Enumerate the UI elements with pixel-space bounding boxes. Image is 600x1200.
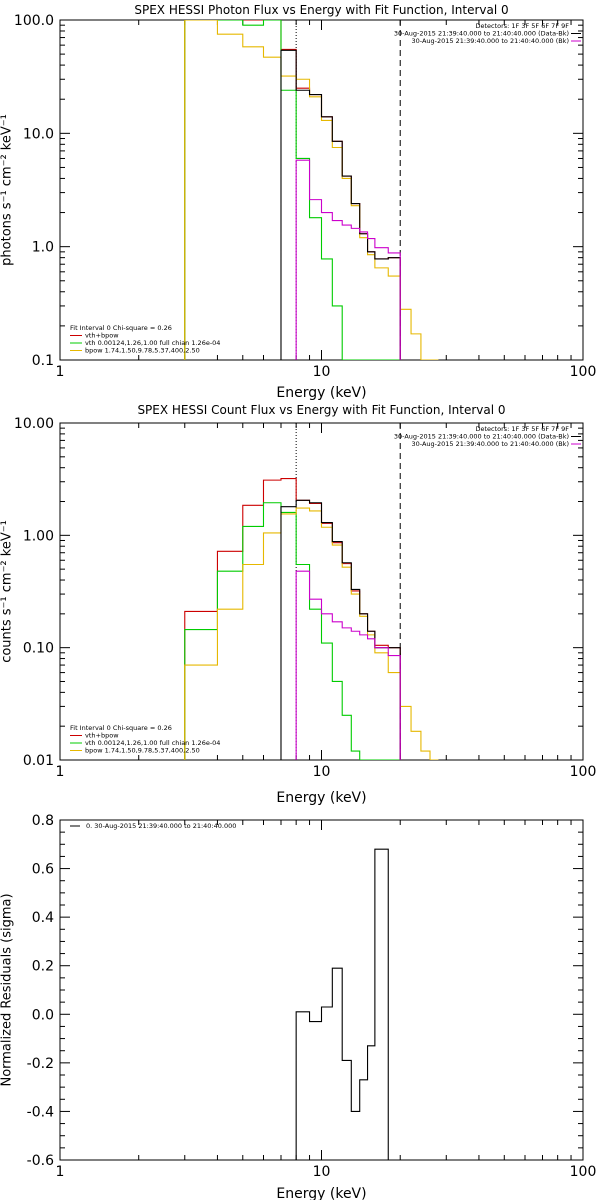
y-axis-label: Normalized Residuals (sigma) <box>0 893 15 1086</box>
chart-title: SPEX HESSI Count Flux vs Energy with Fit… <box>137 403 505 417</box>
y-axis-label: photons s⁻¹ cm⁻² keV⁻¹ <box>0 114 15 266</box>
legend-text: Detectors: 1F 3F 5F 6F 7F 9F <box>475 22 569 30</box>
x-axis-label: Energy (keV) <box>276 790 366 806</box>
legend-text: bpow 1.74,1.50,9.78,5.37,400,2.50 <box>85 347 200 355</box>
y-tick-label: -0.2 <box>27 1056 54 1072</box>
y-tick-label: 1.0 <box>32 240 54 256</box>
legend-text: 30-Aug-2015 21:39:40.000 to 21:40:40.000… <box>394 433 569 441</box>
x-tick-label: 1 <box>56 764 65 780</box>
x-axis-label: Energy (keV) <box>276 385 366 401</box>
x-tick-label: 10 <box>313 1164 331 1180</box>
series-bk <box>295 159 401 360</box>
y-tick-label: 10.00 <box>14 416 54 432</box>
y-tick-label: 1.00 <box>23 528 54 544</box>
series-data <box>280 49 401 360</box>
y-tick-label: 0.0 <box>32 1007 54 1023</box>
x-tick-label: 100 <box>570 764 597 780</box>
legend-text: 0. 30-Aug-2015 21:39:40.000 to 21:40:40.… <box>86 822 236 830</box>
series-vth <box>184 502 401 760</box>
series-group <box>295 848 401 1160</box>
legend-text: 30-Aug-2015 21:39:40.000 to 21:40:40.000… <box>412 440 569 448</box>
series-bpow <box>184 507 439 760</box>
y-tick-label: 0.10 <box>23 641 54 657</box>
series-data <box>295 848 401 1160</box>
legend-text: Fit Interval 0 Chi-square = 0.26 <box>70 724 172 732</box>
x-tick-label: 100 <box>570 364 597 380</box>
plot-frame <box>59 819 584 1161</box>
series-total <box>184 20 401 360</box>
plot-frame <box>59 422 584 761</box>
legend-text: Detectors: 1F 3F 5F 6F 7F 9F <box>475 425 569 433</box>
y-tick-label: 0.2 <box>32 959 54 975</box>
legend-text: bpow 1.74,1.50,9.78,5.37,400,2.50 <box>85 747 200 755</box>
y-axis-label: counts s⁻¹ cm⁻² keV⁻¹ <box>0 520 15 663</box>
y-tick-label: 0.4 <box>32 910 54 926</box>
y-tick-label: 0.1 <box>32 353 54 369</box>
legend-text: vth 0.00124,1.26,1.00 full chian 1.26e-0… <box>85 339 220 347</box>
y-tick-label: -0.4 <box>27 1104 54 1120</box>
y-tick-label: -0.6 <box>27 1153 54 1169</box>
series-group <box>184 20 439 360</box>
legend-text: vth 0.00124,1.26,1.00 full chian 1.26e-0… <box>85 739 220 747</box>
y-tick-label: 10.0 <box>23 126 54 142</box>
y-tick-label: 0.01 <box>23 753 54 769</box>
x-axis-label: Energy (keV) <box>276 1186 366 1200</box>
series-group <box>184 478 439 760</box>
residuals-panel: 1 10 100 -0.6 -0.4 -0.2 0.0 0.2 0.4 0.6 0.8 Energy … <box>0 813 596 1200</box>
x-tick-label: 10 <box>313 364 331 380</box>
y-tick-label: 0.8 <box>32 813 54 829</box>
series-data <box>280 499 401 760</box>
x-tick-label: 100 <box>570 1164 597 1180</box>
y-tick-label: 100.0 <box>14 13 54 29</box>
legend-text: vth+bpow <box>85 332 119 340</box>
plot-frame <box>59 19 584 361</box>
photon-flux-panel: SPEX HESSI Photon Flux vs Energy with Fi… <box>0 3 596 401</box>
series-vth <box>184 20 401 360</box>
x-tick-label: 1 <box>56 364 65 380</box>
legend-text: 30-Aug-2015 21:39:40.000 to 21:40:40.000… <box>412 37 569 45</box>
x-tick-label: 10 <box>313 764 331 780</box>
x-tick-label: 1 <box>56 1164 65 1180</box>
chart-title: SPEX HESSI Photon Flux vs Energy with Fi… <box>134 3 508 17</box>
y-tick-label: 0.6 <box>32 862 54 878</box>
legend-text: Fit Interval 0 Chi-square = 0.26 <box>70 324 172 332</box>
legend-text: vth+bpow <box>85 732 119 740</box>
series-bk <box>295 570 401 760</box>
count-flux-panel: SPEX HESSI Count Flux vs Energy with Fit… <box>0 403 596 806</box>
legend-text: 30-Aug-2015 21:39:40.000 to 21:40:40.000… <box>394 30 569 38</box>
